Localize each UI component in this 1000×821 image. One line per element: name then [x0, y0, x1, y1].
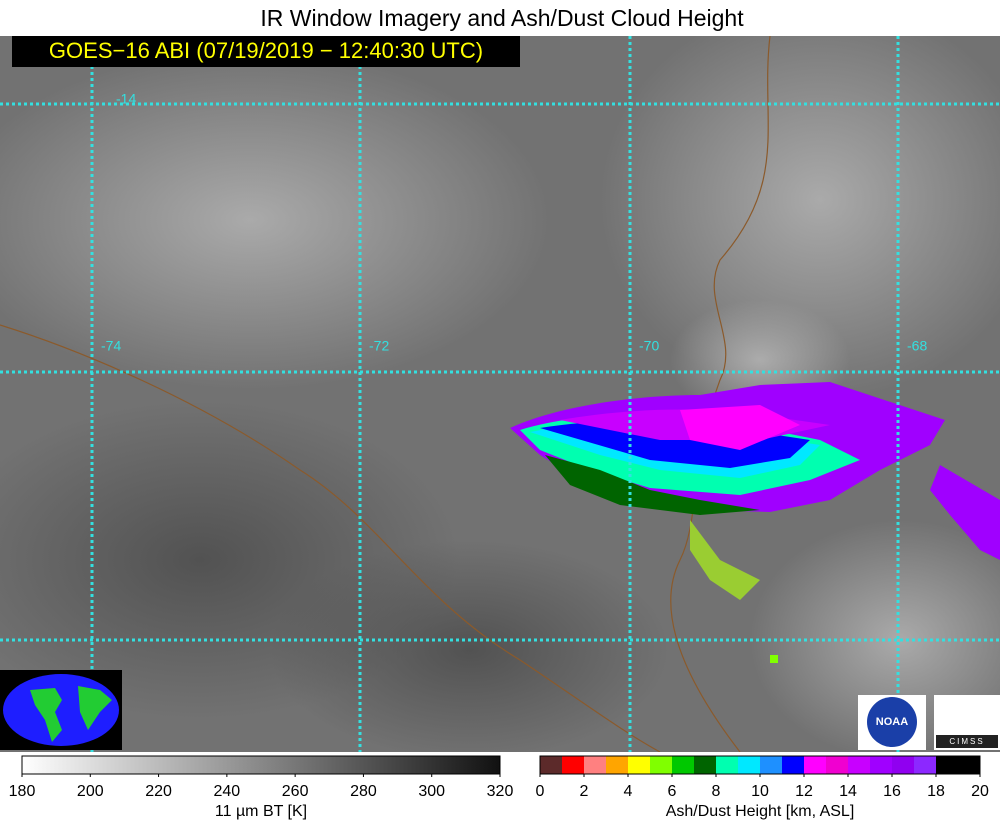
- tick-label: 240: [214, 783, 241, 800]
- banner: GOES−16 ABI (07/19/2019 − 12:40:30 UTC): [49, 38, 483, 63]
- satellite-image: [0, 36, 1000, 752]
- colorbar-bin: [584, 756, 607, 774]
- tick-label: 4: [624, 783, 633, 800]
- colorbar-bin: [892, 756, 915, 774]
- colorbar-label: 11 µm BT [K]: [215, 803, 307, 820]
- tick-label: 220: [145, 783, 172, 800]
- longitude-label: -70: [639, 338, 659, 354]
- tick-label: 12: [795, 783, 813, 800]
- tick-label: 300: [418, 783, 445, 800]
- tick-label: 320: [487, 783, 514, 800]
- colorbar-bin: [540, 756, 563, 774]
- latitude-label: -14: [116, 91, 136, 107]
- tick-label: 16: [883, 783, 901, 800]
- colorbar-bin: [914, 756, 937, 774]
- longitude-label: -72: [369, 338, 389, 354]
- colorbar-label: Ash/Dust Height [km, ASL]: [666, 803, 855, 820]
- tick-label: 8: [712, 783, 721, 800]
- colorbar-bin: [628, 756, 651, 774]
- logo-text: NOAA: [876, 716, 908, 728]
- tick-label: 14: [839, 783, 857, 800]
- tick-label: 18: [927, 783, 945, 800]
- colorbar-bin: [826, 756, 849, 774]
- tick-label: 20: [971, 783, 989, 800]
- colorbar-bin: [760, 756, 783, 774]
- tick-label: 2: [580, 783, 589, 800]
- banner-box: [12, 36, 520, 67]
- colorbar-bin: [936, 756, 959, 774]
- tick-label: 10: [751, 783, 769, 800]
- longitude-label: -68: [907, 338, 927, 354]
- title: IR Window Imagery and Ash/Dust Cloud Hei…: [260, 5, 744, 31]
- tick-label: 280: [350, 783, 377, 800]
- colorbar-bin: [782, 756, 805, 774]
- colorbar-gradient: [22, 756, 500, 774]
- colorbar-bin: [958, 756, 981, 774]
- colorbar-bin: [848, 756, 871, 774]
- colorbar-bin: [672, 756, 695, 774]
- tick-label: 200: [77, 783, 104, 800]
- cimss-logo: CIMSS: [934, 695, 1000, 750]
- noaa-logo: NOAA: [858, 695, 926, 750]
- tick-label: 260: [282, 783, 309, 800]
- tick-label: 180: [9, 783, 36, 800]
- tick-label: 0: [536, 783, 545, 800]
- colorbar-bin: [870, 756, 893, 774]
- tick-label: 6: [668, 783, 677, 800]
- logo-text: CIMSS: [949, 737, 984, 746]
- colorbar-frame: [21, 755, 501, 775]
- colorbar-bin: [716, 756, 739, 774]
- colorbar-bin: [562, 756, 585, 774]
- colorbar-bin: [738, 756, 761, 774]
- colorbar-bin: [606, 756, 629, 774]
- colorbar-bin: [650, 756, 673, 774]
- globe-inset: [0, 670, 122, 750]
- colorbar-bin: [694, 756, 717, 774]
- longitude-label: -74: [101, 338, 121, 354]
- colorbar-bin: [804, 756, 827, 774]
